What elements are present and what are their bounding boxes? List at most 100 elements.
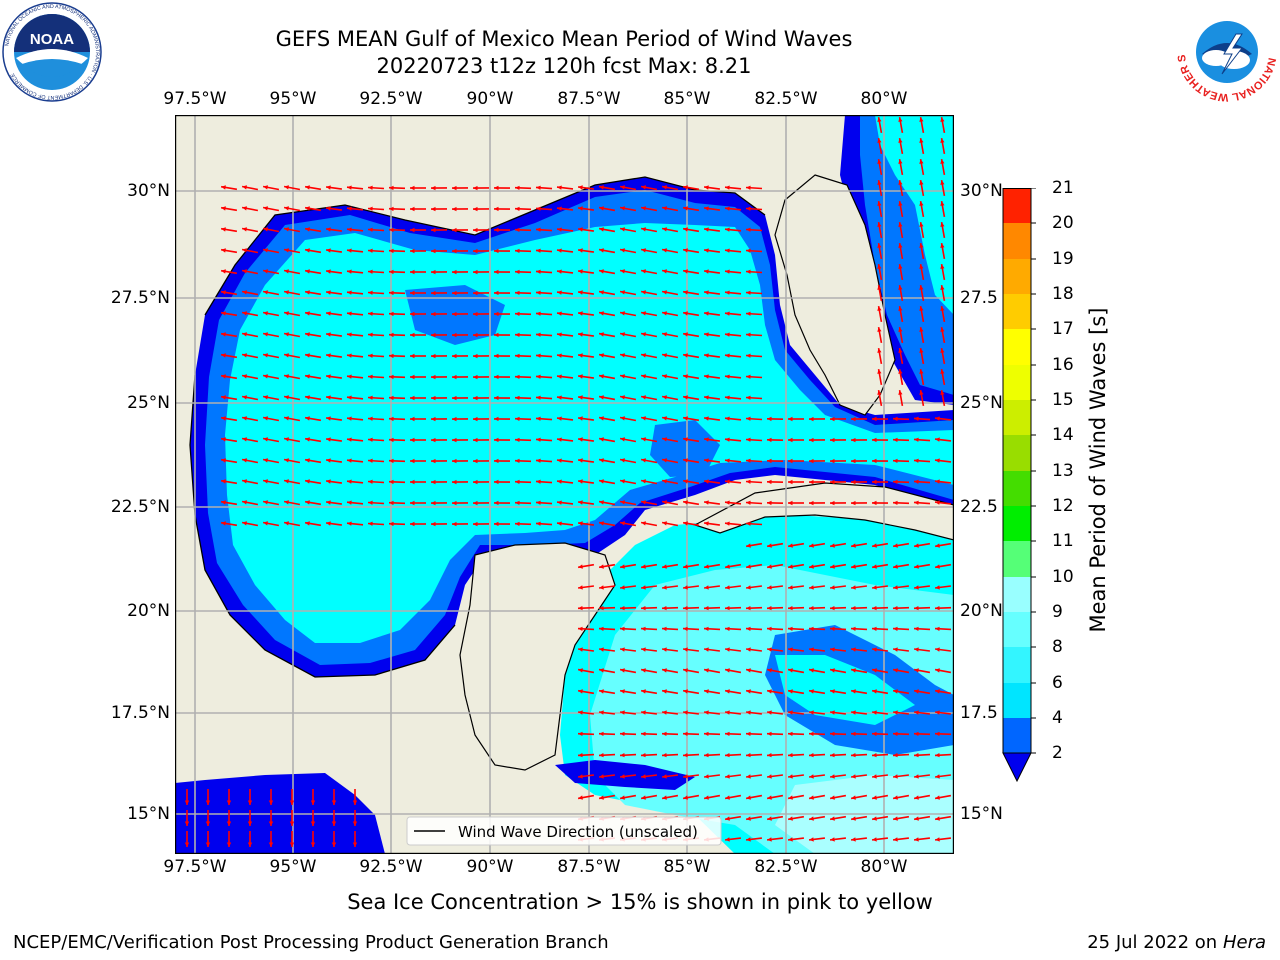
wind-arrowhead (221, 374, 226, 379)
wind-arrowhead (830, 437, 835, 443)
wind-arrowhead (935, 606, 940, 611)
wind-arrowhead (746, 500, 751, 505)
wind-arrowhead (704, 395, 709, 400)
wind-arrowhead (368, 353, 373, 358)
wind-arrowhead (494, 227, 499, 233)
wind-arrowhead (809, 458, 814, 464)
wind-arrowhead (830, 689, 835, 694)
wind-arrowhead (767, 647, 772, 652)
legend-label: Wind Wave Direction (unscaled) (458, 823, 698, 841)
wind-arrowhead (473, 206, 478, 212)
wind-arrowhead (725, 332, 730, 337)
wind-arrowhead (662, 668, 667, 673)
wind-arrowhead (935, 774, 940, 779)
wind-arrowhead (620, 710, 625, 715)
wind-arrowhead (683, 731, 688, 736)
wind-arrowhead (725, 837, 730, 842)
wind-arrowhead (872, 479, 877, 485)
wind-arrowhead (242, 479, 247, 484)
wind-arrowhead (263, 227, 268, 232)
wind-arrowhead (452, 437, 457, 443)
wind-arrowhead (578, 626, 583, 631)
wind-arrowhead (494, 395, 499, 401)
wind-arrowhead (431, 206, 436, 212)
lon-label: 87.5°W (557, 857, 621, 877)
wind-arrowhead (221, 458, 226, 463)
lon-label: 95°W (269, 89, 317, 109)
wind-arrowhead (620, 374, 625, 379)
wind-arrowhead (746, 774, 751, 779)
wind-arrowhead (919, 348, 924, 353)
wind-arrowhead (641, 606, 646, 611)
wind-arrowhead (226, 842, 232, 847)
wind-arrowhead (389, 269, 394, 275)
wind-arrowhead (347, 521, 352, 526)
wind-arrowhead (242, 395, 247, 400)
wind-arrowhead (851, 647, 856, 652)
colorbar-tick-label: 11 (1052, 531, 1074, 551)
wind-arrowhead (620, 626, 625, 631)
wind-arrowhead (620, 269, 625, 274)
wind-arrowhead (746, 606, 751, 611)
wind-arrowhead (289, 842, 295, 847)
wind-arrowhead (494, 332, 499, 338)
wind-arrowhead (389, 395, 394, 401)
wind-arrowhead (746, 248, 751, 253)
wind-arrowhead (830, 564, 835, 569)
wind-arrowhead (263, 332, 268, 337)
wind-arrowhead (536, 248, 541, 253)
wind-arrowhead (940, 117, 945, 122)
wind-arrowhead (683, 290, 688, 295)
wind-arrowhead (599, 689, 604, 694)
wind-arrowhead (263, 353, 268, 358)
wind-arrowhead (683, 521, 688, 526)
wind-arrowhead (347, 416, 352, 421)
wind-arrowhead (767, 416, 772, 422)
wind-arrowhead (809, 416, 814, 422)
wind-arrowhead (620, 500, 625, 505)
wind-arrowhead (599, 311, 604, 316)
wind-arrowhead (536, 374, 541, 379)
wind-arrowhead (347, 185, 352, 190)
wind-arrowhead (725, 521, 730, 526)
wind-arrowhead (473, 332, 478, 338)
wind-arrowhead (431, 500, 436, 506)
wind-arrowhead (536, 185, 541, 190)
wind-arrowhead (788, 585, 793, 590)
wind-arrowhead (746, 185, 751, 190)
wind-arrowhead (347, 206, 352, 211)
wind-arrowhead (368, 437, 373, 442)
lon-label: 97.5°W (163, 857, 227, 877)
wind-arrowhead (431, 374, 436, 380)
wind-arrowhead (368, 458, 373, 463)
wind-arrowhead (515, 227, 520, 232)
wind-arrowhead (578, 731, 583, 736)
wind-arrowhead (893, 710, 898, 715)
wind-arrowhead (599, 795, 604, 800)
wind-arrowhead (221, 521, 226, 526)
wind-arrowhead (431, 521, 436, 527)
wind-arrowhead (914, 416, 919, 421)
wind-arrowhead (898, 222, 903, 227)
wind-arrowhead (641, 521, 646, 526)
wind-arrowhead (452, 353, 457, 359)
wind-arrowhead (326, 248, 331, 253)
wind-arrowhead (851, 668, 856, 673)
wind-arrowhead (940, 180, 945, 185)
wind-arrowhead (515, 395, 520, 400)
wind-arrowhead (788, 731, 793, 736)
wind-arrowhead (620, 353, 625, 358)
wind-arrowhead (578, 437, 583, 442)
wind-arrowhead (347, 500, 352, 505)
wind-arrowhead (536, 311, 541, 316)
wind-arrowhead (305, 227, 310, 232)
wind-arrowhead (851, 816, 856, 821)
wind-arrowhead (599, 185, 604, 190)
wind-arrowhead (557, 521, 562, 526)
wind-arrowhead (788, 543, 793, 548)
wind-arrowhead (599, 227, 604, 232)
wind-arrowhead (452, 395, 457, 401)
wind-arrowhead (620, 437, 625, 442)
wind-arrowhead (893, 437, 898, 442)
wind-arrowhead (536, 416, 541, 421)
